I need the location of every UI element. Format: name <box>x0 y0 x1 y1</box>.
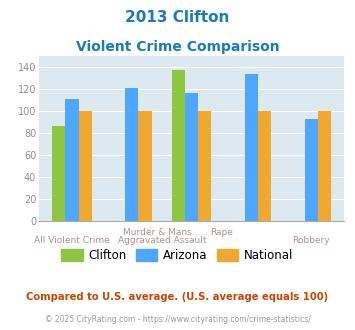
Bar <box>65 99 78 221</box>
Text: Robbery: Robbery <box>293 236 330 245</box>
Text: All Violent Crime: All Violent Crime <box>34 236 110 245</box>
Bar <box>245 74 258 221</box>
Text: Rape: Rape <box>210 228 233 237</box>
Bar <box>258 111 271 221</box>
Bar <box>78 111 92 221</box>
Bar <box>198 111 212 221</box>
Bar <box>185 93 198 221</box>
Text: 2013 Clifton: 2013 Clifton <box>125 10 230 25</box>
Legend: Clifton, Arizona, National: Clifton, Arizona, National <box>56 244 299 266</box>
Text: Murder & Mans...: Murder & Mans... <box>123 228 201 237</box>
Bar <box>172 70 185 221</box>
Text: Violent Crime Comparison: Violent Crime Comparison <box>76 40 279 53</box>
Bar <box>318 111 331 221</box>
Text: © 2025 CityRating.com - https://www.cityrating.com/crime-statistics/: © 2025 CityRating.com - https://www.city… <box>45 315 310 324</box>
Bar <box>138 111 152 221</box>
Bar <box>125 88 138 221</box>
Bar <box>52 126 65 221</box>
Text: Aggravated Assault: Aggravated Assault <box>118 236 206 245</box>
Bar <box>305 119 318 221</box>
Text: Compared to U.S. average. (U.S. average equals 100): Compared to U.S. average. (U.S. average … <box>26 292 329 302</box>
